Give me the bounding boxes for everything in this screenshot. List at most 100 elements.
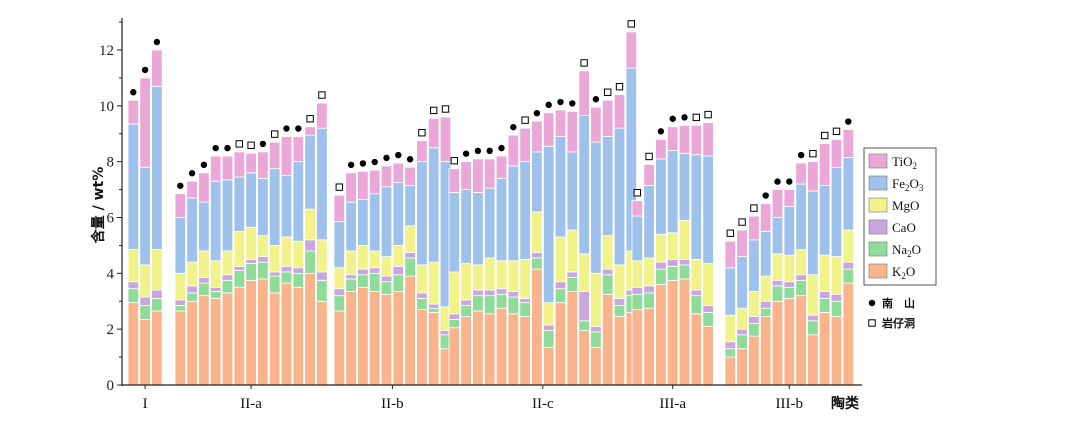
bar-segment-MgO xyxy=(566,229,579,273)
bar-segment-Fe2O3 xyxy=(427,147,440,263)
bar-segment-Fe2O3 xyxy=(257,178,269,237)
bar-segment-K2O xyxy=(643,307,655,386)
bar-segment-K2O xyxy=(198,295,210,386)
bar-segment-K2O xyxy=(209,298,222,386)
bar-segment-Fe2O3 xyxy=(807,190,819,276)
bar-segment-Fe2O3 xyxy=(578,115,590,255)
bar-segment-K2O xyxy=(667,279,679,386)
bar-segment-Fe2O3 xyxy=(842,157,855,231)
nanshan-marker xyxy=(845,118,852,125)
nanshan-marker xyxy=(774,178,781,185)
bar-segment-CaO xyxy=(667,258,679,267)
legend-swatch-K2O xyxy=(868,263,888,279)
nanshan-marker xyxy=(592,96,600,103)
bar-segment-CaO xyxy=(724,341,737,350)
stacked-bar xyxy=(368,169,381,386)
legend-yanzaidong-marker xyxy=(868,319,876,327)
bar-segment-MgO xyxy=(245,226,257,260)
bar-segment-Na2O xyxy=(483,295,496,315)
nanshan-marker xyxy=(669,115,676,122)
yanzaidong-marker xyxy=(750,204,758,212)
bar-segment-TiO2 xyxy=(174,193,187,218)
stacked-bar xyxy=(783,189,796,386)
bar-segment-TiO2 xyxy=(245,152,257,174)
bar-segment-MgO xyxy=(631,260,644,288)
bar-segment-MgO xyxy=(783,254,796,283)
bar-segment-TiO2 xyxy=(690,124,703,156)
bar-segment-Na2O xyxy=(507,296,520,315)
bar-segment-MgO xyxy=(280,236,293,267)
bar-segment-Na2O xyxy=(760,307,772,318)
bar-segment-CaO xyxy=(795,274,807,281)
bar-segment-K2O xyxy=(690,313,703,386)
stacked-bar xyxy=(198,172,210,386)
bar-segment-Fe2O3 xyxy=(667,150,679,234)
x-axis-title: 陶类 xyxy=(831,395,860,412)
bar-segment-Na2O xyxy=(842,268,855,284)
legend-swatch-Fe2O3 xyxy=(868,175,888,191)
bar-segment-CaO xyxy=(209,286,222,292)
bar-segment-Fe2O3 xyxy=(345,201,357,252)
y-axis-title: 含量 / wt% xyxy=(90,167,107,244)
bar-segment-MgO xyxy=(357,245,369,270)
bar-segment-MgO xyxy=(655,233,667,263)
bar-segment-Fe2O3 xyxy=(531,151,543,213)
bar-segment-Na2O xyxy=(280,271,293,284)
bar-segment-TiO2 xyxy=(590,106,602,143)
yanzaidong-marker xyxy=(604,88,612,96)
stacked-bar xyxy=(280,136,293,386)
legend-label-K2O: K2O xyxy=(892,264,915,281)
bar-segment-CaO xyxy=(736,328,748,336)
bar-segment-CaO xyxy=(543,324,555,331)
bar-segment-K2O xyxy=(736,348,748,386)
bar-segment-Fe2O3 xyxy=(380,186,393,257)
nanshan-marker xyxy=(545,101,552,109)
bar-segment-TiO2 xyxy=(760,203,772,232)
stacked-bar xyxy=(631,200,644,386)
bar-segment-TiO2 xyxy=(439,116,452,163)
stacked-bar xyxy=(495,155,508,386)
bar-segment-Fe2O3 xyxy=(590,141,602,274)
nanshan-marker xyxy=(383,154,390,162)
yanzaidong-marker xyxy=(580,59,588,67)
yanzaidong-marker xyxy=(521,116,529,124)
bar-segment-TiO2 xyxy=(842,129,855,158)
bar-segment-Fe2O3 xyxy=(830,166,843,257)
bar-segment-MgO xyxy=(795,249,807,276)
bar-segment-Na2O xyxy=(221,279,234,294)
bar-segment-Fe2O3 xyxy=(483,187,496,259)
bar-segment-Fe2O3 xyxy=(783,205,796,256)
bar-segment-Na2O xyxy=(368,272,381,292)
bar-segment-K2O xyxy=(819,312,831,386)
bar-segment-K2O xyxy=(139,318,151,386)
bar-segment-Na2O xyxy=(531,257,543,270)
nanshan-marker xyxy=(395,151,402,159)
bar-segment-K2O xyxy=(380,293,393,386)
bar-segment-Fe2O3 xyxy=(760,231,772,277)
bar-segment-CaO xyxy=(416,292,428,299)
nanshan-marker xyxy=(259,140,267,148)
bar-segment-Na2O xyxy=(245,263,257,281)
bar-segment-TiO2 xyxy=(345,172,357,203)
bar-segment-CaO xyxy=(578,291,590,322)
bar-segment-Na2O xyxy=(174,305,187,312)
bar-segment-Na2O xyxy=(333,295,346,312)
bar-segment-Fe2O3 xyxy=(460,189,472,264)
bar-segment-K2O xyxy=(427,312,440,386)
bar-segment-Na2O xyxy=(807,320,819,336)
bar-segment-CaO xyxy=(221,274,234,281)
nanshan-marker xyxy=(569,100,576,107)
yanzaidong-marker xyxy=(318,91,326,99)
bar-segment-Na2O xyxy=(404,257,416,277)
bar-segment-CaO xyxy=(427,303,440,309)
bar-segment-K2O xyxy=(392,291,405,386)
bar-segment-K2O xyxy=(578,330,590,386)
bar-segment-MgO xyxy=(830,256,843,295)
bar-segment-Fe2O3 xyxy=(631,215,644,262)
bar-segment-MgO xyxy=(819,254,831,292)
bar-segment-CaO xyxy=(345,274,357,280)
x-group-label: II-a xyxy=(240,396,262,412)
bar-segment-MgO xyxy=(554,236,567,283)
bar-segment-CaO xyxy=(819,291,831,299)
stacked-bar xyxy=(472,158,484,386)
